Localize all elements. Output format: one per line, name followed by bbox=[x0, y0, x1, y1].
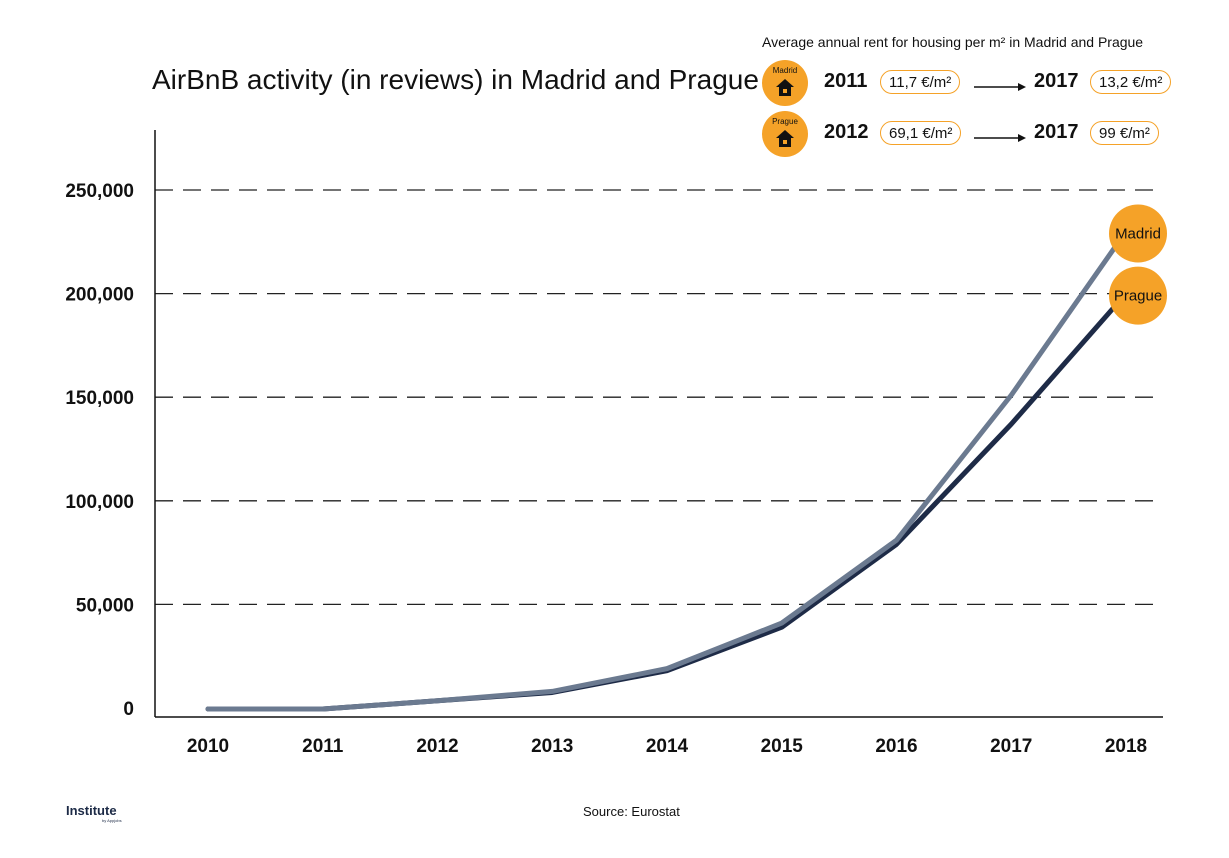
rent-panel-heading: Average annual rent for housing per m² i… bbox=[762, 34, 1144, 50]
institute-logo: Institute bbox=[66, 803, 117, 818]
chart-title: AirBnB activity (in reviews) in Madrid a… bbox=[152, 64, 759, 95]
y-tick-label: 150,000 bbox=[65, 388, 134, 409]
y-tick-label: 250,000 bbox=[65, 181, 134, 202]
city-badge: Prague bbox=[762, 111, 808, 157]
rent-row-prague: Prague 2012 69,1 €/m² 2017 99 €/m² bbox=[762, 111, 1182, 157]
series-end-marker bbox=[1109, 266, 1167, 325]
x-tick-label: 2014 bbox=[646, 736, 689, 757]
to-value-pill: 99 €/m² bbox=[1090, 121, 1159, 145]
x-tick-label: 2013 bbox=[531, 736, 573, 757]
rent-row-madrid: Madrid 2011 11,7 €/m² 2017 13,2 €/m² bbox=[762, 60, 1182, 106]
city-badge: Madrid bbox=[762, 60, 808, 106]
x-tick-label: 2011 bbox=[302, 736, 344, 757]
from-value-pill: 11,7 €/m² bbox=[880, 70, 961, 94]
y-tick-label: 0 bbox=[123, 699, 134, 720]
x-tick-label: 2010 bbox=[187, 736, 229, 757]
y-tick-label: 200,000 bbox=[65, 285, 134, 306]
arrow-right-icon bbox=[974, 134, 1026, 142]
series-line-madrid bbox=[205, 228, 1129, 712]
y-tick-label: 100,000 bbox=[65, 492, 134, 513]
to-year: 2017 bbox=[1034, 70, 1079, 92]
house-icon bbox=[776, 79, 794, 96]
house-icon bbox=[776, 130, 794, 147]
x-tick-label: 2018 bbox=[1105, 736, 1147, 757]
to-value-pill: 13,2 €/m² bbox=[1090, 70, 1172, 94]
arrow-right-icon bbox=[974, 83, 1026, 91]
city-badge-label: Prague bbox=[772, 117, 798, 126]
x-tick-label: 2012 bbox=[416, 736, 458, 757]
to-year: 2017 bbox=[1034, 121, 1079, 143]
series-end-marker bbox=[1109, 204, 1167, 263]
city-badge-label: Madrid bbox=[772, 66, 798, 75]
from-value-pill: 69,1 €/m² bbox=[880, 121, 962, 145]
x-tick-label: 2016 bbox=[875, 736, 917, 757]
institute-logo-sub: by Appjobs bbox=[102, 818, 122, 823]
y-tick-label: 50,000 bbox=[76, 595, 134, 616]
series-end-label: Prague bbox=[1114, 288, 1162, 305]
source-note: Source: Eurostat bbox=[583, 804, 680, 819]
from-year: 2011 bbox=[824, 70, 868, 92]
x-tick-label: 2017 bbox=[990, 736, 1032, 757]
x-tick-label: 2015 bbox=[761, 736, 804, 757]
series-end-label: Madrid bbox=[1115, 225, 1161, 242]
from-year: 2012 bbox=[824, 121, 869, 143]
